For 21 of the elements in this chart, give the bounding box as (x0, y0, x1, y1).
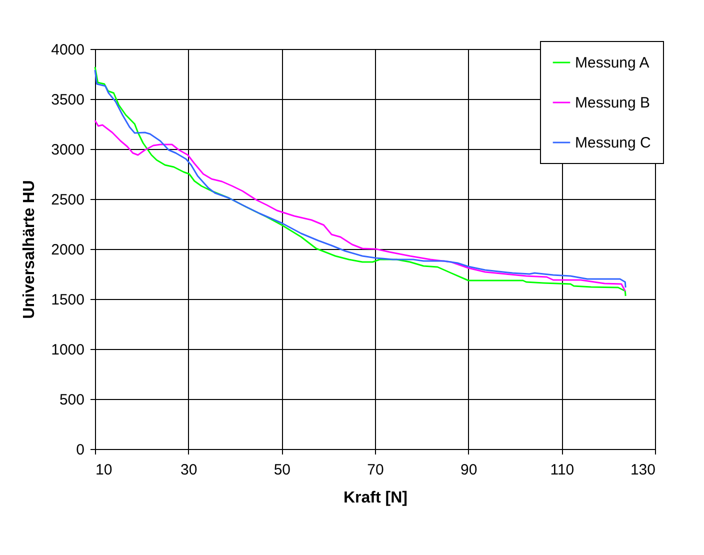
legend-label: Messung A (575, 54, 650, 72)
y-tick-label: 1500 (51, 292, 84, 308)
y-tick-label: 1000 (51, 342, 84, 358)
y-axis-title: Universalhärte HU (21, 180, 38, 319)
y-tick-label: 3000 (51, 142, 84, 158)
legend-label: Messung C (575, 134, 652, 152)
x-tick-label: 10 (96, 462, 112, 478)
y-tick-label: 500 (59, 392, 84, 408)
y-tick-label: 4000 (51, 42, 84, 58)
y-tick-label: 2500 (51, 192, 84, 208)
legend-label: Messung B (575, 94, 650, 112)
x-tick-label: 130 (630, 462, 656, 478)
x-tick-label: 30 (180, 462, 198, 478)
y-tick-label: 0 (76, 442, 84, 458)
x-tick-label: 90 (460, 462, 478, 478)
y-tick-label: 2000 (51, 242, 84, 258)
x-tick-label: 70 (367, 462, 384, 478)
x-tick-label: 110 (550, 462, 574, 478)
x-axis-title: Kraft [N] (344, 490, 408, 506)
y-tick-label: 3500 (51, 92, 84, 108)
x-tick-label: 50 (274, 462, 291, 478)
